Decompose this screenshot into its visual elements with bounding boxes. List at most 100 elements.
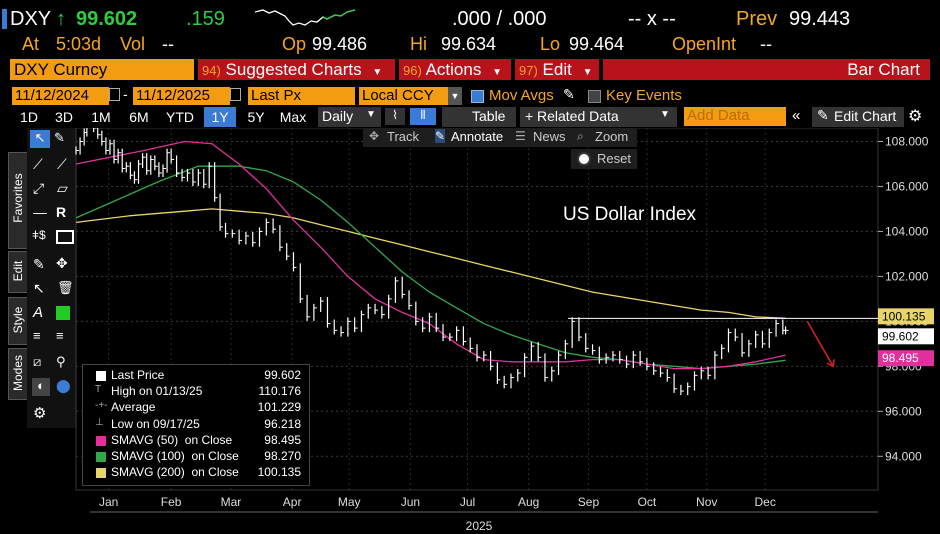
y-tick-label: 106.000 xyxy=(885,179,929,193)
chart-type-bar[interactable]: Bar Chart xyxy=(603,59,930,80)
table-button[interactable]: Table xyxy=(442,107,516,127)
crosshair-mode-icon[interactable]: ◐ xyxy=(32,378,50,396)
legend-marker-icon[interactable]: ⊥ xyxy=(95,416,104,428)
key-events-label[interactable]: Key Events xyxy=(606,87,682,104)
pencil-icon[interactable]: ✎ xyxy=(563,86,575,102)
gear-icon[interactable]: ⚙ xyxy=(908,108,923,125)
legend-row: Last Price 99.602 xyxy=(83,368,307,384)
price-field-select[interactable]: Last Px xyxy=(248,87,355,105)
legend-swatch[interactable] xyxy=(96,452,106,462)
period-1d[interactable]: 1D xyxy=(20,109,38,125)
legend-swatch[interactable] xyxy=(96,435,106,446)
x-tick-label: Sep xyxy=(578,495,600,509)
text-tool-icon[interactable]: R xyxy=(56,204,67,220)
text-style-icon[interactable]: A xyxy=(33,304,44,321)
end-date-field[interactable]: 11/12/2025 xyxy=(133,87,230,105)
eraser-icon[interactable]: ⧄ xyxy=(33,354,42,369)
magnet-icon[interactable]: ⚲ xyxy=(56,354,66,369)
currency-dropdown-icon[interactable]: ▼ xyxy=(448,87,462,105)
color-swatch[interactable] xyxy=(56,306,70,320)
x-tick-label: Jun xyxy=(401,495,420,509)
rectangle-icon[interactable] xyxy=(56,230,74,244)
start-date-field[interactable]: 11/12/2024 xyxy=(12,87,109,105)
legend-label: Last Price xyxy=(111,368,165,382)
frequency-select[interactable]: Daily ▼ xyxy=(318,107,381,127)
trash-icon[interactable]: 🗑 xyxy=(57,280,74,295)
frequency-label: Daily xyxy=(322,108,354,124)
period-6m[interactable]: 6M xyxy=(129,109,149,125)
annotation-arrowhead xyxy=(826,359,835,368)
zoom-icon: ⌕ xyxy=(577,129,584,143)
legend-label: SMAVG (50) on Close xyxy=(111,432,233,447)
annotate-button[interactable]: Annotate xyxy=(451,129,504,144)
select-icon[interactable]: ↖ xyxy=(33,280,45,296)
calendar-icon[interactable] xyxy=(109,88,120,101)
channel-tool-icon[interactable]: ▱ xyxy=(57,180,68,196)
annotate-pen-icon[interactable]: ✎ xyxy=(54,130,65,145)
move-icon[interactable]: ✥ xyxy=(56,255,68,271)
period-max[interactable]: Max xyxy=(279,109,307,125)
prev-value: 99.443 xyxy=(789,8,851,30)
settings-gear-icon[interactable]: ⚙ xyxy=(33,405,47,422)
period-5y[interactable]: 5Y xyxy=(247,109,265,125)
line-weight-icon[interactable]: ≡ xyxy=(56,328,64,343)
add-data-input[interactable]: Add Data xyxy=(684,107,786,126)
legend-value: 100.135 xyxy=(257,465,301,480)
legend-marker-icon[interactable]: T xyxy=(95,384,102,396)
legend-swatch[interactable] xyxy=(96,371,106,381)
legend-label: High on 01/13/25 xyxy=(111,384,203,399)
actions-menu[interactable]: 96) Actions ▼ xyxy=(399,59,511,80)
security-field[interactable]: DXY Curncy xyxy=(10,59,194,80)
currency-select[interactable]: Local CCY xyxy=(359,87,448,105)
line-style-icon[interactable]: ≡ xyxy=(33,328,41,343)
edit-chart-button[interactable]: ✎ Edit Chart xyxy=(812,107,904,127)
start-date: 11/12/2024 xyxy=(15,87,89,104)
news-icon: ☰ xyxy=(515,129,526,143)
mov-avgs-checkbox[interactable] xyxy=(471,90,484,103)
edit-menu[interactable]: 97) Edit ▼ xyxy=(515,59,599,80)
ma-line-100 xyxy=(75,165,786,370)
legend-marker-icon[interactable]: -+- xyxy=(95,400,108,412)
ticker-marker xyxy=(2,9,7,29)
suggested-charts-menu[interactable]: 94) Suggested Charts ▼ xyxy=(198,59,395,80)
collapse-icon[interactable]: « xyxy=(792,107,801,124)
zoom-button[interactable]: Zoom xyxy=(595,129,629,144)
trend-tool-icon[interactable]: ⤢ xyxy=(33,180,45,196)
ticker[interactable]: DXY xyxy=(10,8,52,30)
line-chart-icon[interactable]: ⌇ xyxy=(385,108,405,125)
currency: Local CCY xyxy=(362,87,434,104)
period-3d[interactable]: 3D xyxy=(55,109,73,125)
mov-avgs-label[interactable]: Mov Avgs xyxy=(489,87,554,104)
horizontal-line-icon[interactable]: — xyxy=(33,204,47,220)
bar-chart-icon[interactable]: ⫴ xyxy=(410,108,436,125)
key-events-checkbox[interactable] xyxy=(588,90,601,103)
track-icon: ✥ xyxy=(369,129,380,143)
table-label: Table xyxy=(472,108,506,124)
color-modes-icon[interactable]: ⬤ xyxy=(56,378,71,393)
price-chart[interactable]: 108.000106.000104.000102.000100.00098.00… xyxy=(0,128,940,534)
legend-value: 101.229 xyxy=(257,400,301,415)
reset-button[interactable]: Reset xyxy=(571,149,637,169)
pencil-icon[interactable]: ✎ xyxy=(33,256,45,272)
related-data-button[interactable]: + Related Data ▼ xyxy=(520,107,677,127)
op-label: Op xyxy=(282,34,307,54)
edit-label: Edit xyxy=(542,60,572,79)
period-1y[interactable]: 1Y xyxy=(204,107,236,127)
y-tag-label: 100.135 xyxy=(882,309,926,323)
cursor-icon[interactable]: ↖ xyxy=(30,130,50,148)
fibonacci-icon[interactable]: ǂ$ xyxy=(32,228,46,242)
caret-down-icon: ▼ xyxy=(492,67,502,78)
y-tick-label: 94.000 xyxy=(885,449,922,463)
legend-swatch[interactable] xyxy=(96,468,106,479)
news-button[interactable]: News xyxy=(533,129,566,144)
annotate-icon: ✎ xyxy=(435,129,446,143)
period-1m[interactable]: 1M xyxy=(91,109,111,125)
track-button[interactable]: Track xyxy=(387,129,420,144)
x-tick-label: Jul xyxy=(460,495,475,509)
ray-tool-icon[interactable]: ⟋ xyxy=(57,156,67,172)
period-ytd[interactable]: YTD xyxy=(166,109,194,125)
line-tool-icon[interactable]: ⟋ xyxy=(33,156,43,172)
calendar-icon[interactable] xyxy=(230,88,241,101)
reset-icon xyxy=(577,152,591,166)
plus-icon: + xyxy=(525,108,534,124)
